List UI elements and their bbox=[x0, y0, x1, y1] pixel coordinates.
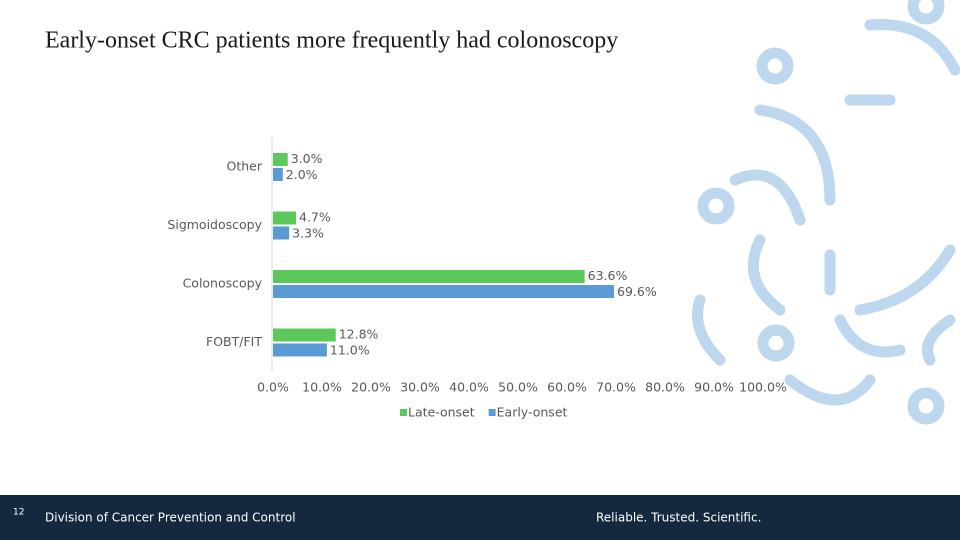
x-tick-label: 60.0% bbox=[547, 380, 587, 395]
value-label: 4.7% bbox=[299, 210, 331, 225]
x-tick-label: 0.0% bbox=[257, 380, 289, 395]
legend-label: Late-onset bbox=[408, 405, 475, 420]
bar bbox=[273, 226, 290, 240]
x-tick-label: 40.0% bbox=[449, 380, 489, 395]
x-tick-label: 20.0% bbox=[351, 380, 391, 395]
y-tick-label: Sigmoidoscopy bbox=[167, 217, 262, 232]
value-label: 69.6% bbox=[617, 284, 657, 299]
x-tick-label: 80.0% bbox=[645, 380, 685, 395]
bar bbox=[273, 285, 615, 298]
bar bbox=[273, 153, 288, 166]
value-label: 63.6% bbox=[588, 268, 628, 283]
x-tick-label: 50.0% bbox=[498, 380, 538, 395]
value-label: 11.0% bbox=[330, 343, 370, 358]
x-tick-label: 10.0% bbox=[302, 380, 342, 395]
y-tick-label: FOBT/FIT bbox=[206, 334, 262, 349]
value-label: 12.8% bbox=[339, 327, 379, 342]
decoration bbox=[692, 0, 960, 425]
value-label: 3.3% bbox=[292, 226, 324, 241]
legend-swatch bbox=[400, 409, 407, 416]
footer-band bbox=[0, 495, 960, 540]
bar bbox=[273, 270, 585, 283]
plot: 0.0% 10.0% 20.0% 30.0% 40.0% 50.0% 60.0% 70.0% 8… bbox=[167, 151, 787, 420]
x-tick-label: 30.0% bbox=[400, 380, 440, 395]
x-tick-label: 90.0% bbox=[694, 380, 734, 395]
bar bbox=[273, 343, 327, 357]
value-label: 2.0% bbox=[286, 167, 318, 182]
legend-swatch bbox=[488, 409, 496, 416]
value-label: 3.0% bbox=[291, 151, 323, 166]
bar bbox=[273, 168, 283, 181]
y-tick-label: Colonoscopy bbox=[183, 276, 263, 291]
legend-label: Early-onset bbox=[497, 405, 568, 420]
bar bbox=[273, 328, 336, 342]
chart-title: Early-onset CRC patients more frequently… bbox=[45, 28, 618, 54]
page-number: 12 bbox=[13, 508, 24, 518]
x-tick-label: 100.0% bbox=[739, 380, 787, 395]
footer-right: Reliable. Trusted. Scientific. bbox=[596, 511, 761, 525]
bar bbox=[273, 211, 297, 225]
y-tick-label: Other bbox=[227, 159, 263, 174]
x-tick-label: 70.0% bbox=[596, 380, 636, 395]
footer-left: Division of Cancer Prevention and Contro… bbox=[45, 511, 296, 525]
